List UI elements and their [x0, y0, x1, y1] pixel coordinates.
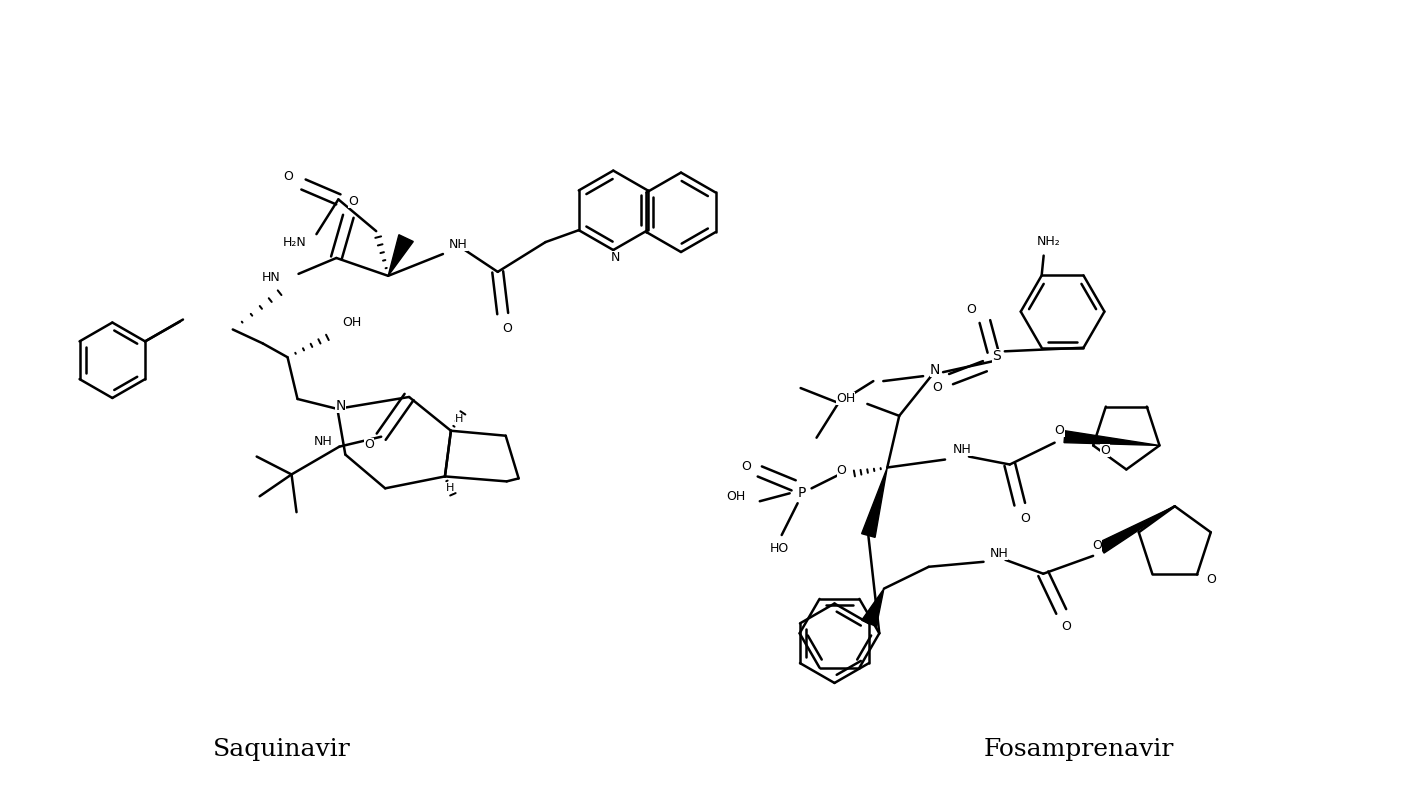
Text: O: O	[348, 195, 358, 208]
Text: N: N	[611, 251, 620, 265]
Text: NH: NH	[990, 547, 1008, 560]
Text: NH₂: NH₂	[1036, 235, 1060, 248]
Text: H: H	[446, 483, 455, 493]
Text: O: O	[1062, 620, 1071, 633]
Text: OH: OH	[836, 393, 855, 405]
Text: HO: HO	[770, 543, 790, 555]
Text: H₂N: H₂N	[283, 235, 307, 249]
Text: O: O	[836, 464, 846, 477]
Polygon shape	[1064, 431, 1159, 446]
Text: O: O	[1100, 444, 1110, 457]
Text: OH: OH	[727, 490, 745, 502]
Polygon shape	[862, 468, 887, 537]
Text: N: N	[335, 399, 345, 413]
Text: HN: HN	[262, 271, 280, 284]
Polygon shape	[1098, 506, 1174, 553]
Text: O: O	[1207, 573, 1217, 586]
Text: NH: NH	[953, 443, 972, 456]
Text: NH: NH	[314, 435, 332, 448]
Text: S: S	[993, 349, 1001, 363]
Text: O: O	[283, 170, 293, 183]
Polygon shape	[862, 589, 884, 626]
Text: O: O	[365, 438, 375, 451]
Text: O: O	[741, 460, 750, 473]
Polygon shape	[389, 235, 414, 276]
Text: N: N	[929, 363, 941, 377]
Text: Fosamprenavir: Fosamprenavir	[983, 738, 1174, 761]
Text: O: O	[503, 322, 513, 335]
Text: OH: OH	[342, 316, 362, 329]
Text: O: O	[932, 381, 942, 393]
Text: H: H	[455, 414, 463, 423]
Text: O: O	[1093, 540, 1102, 552]
Text: Saquinavir: Saquinavir	[213, 738, 351, 761]
Text: O: O	[966, 303, 976, 316]
Text: O: O	[1019, 512, 1029, 525]
Text: P: P	[797, 487, 805, 500]
Text: O: O	[1055, 424, 1064, 437]
Text: NH: NH	[449, 238, 467, 250]
